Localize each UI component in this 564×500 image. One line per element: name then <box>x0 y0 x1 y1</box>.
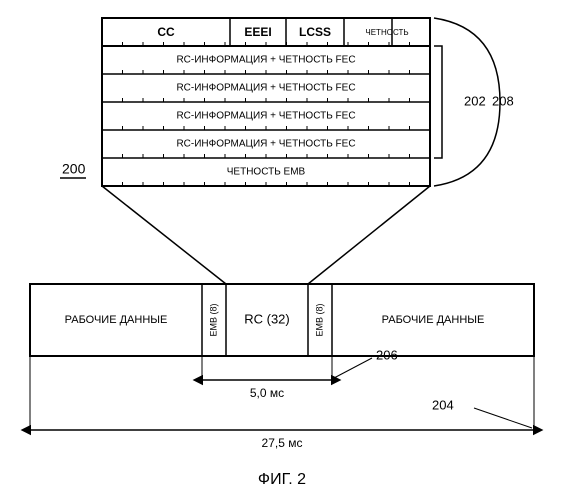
ref-202: 202 <box>464 93 486 108</box>
ref-206: 206 <box>376 347 398 362</box>
header-cc: CC <box>157 25 175 39</box>
top-table: CC EEEI LCSS ЧЕТНОСТЬ RC-ИНФОРМАЦИЯ + ЧЕТНОС… <box>102 18 430 186</box>
ref-204: 204 <box>432 397 454 412</box>
seg-emb-left: EMB (8) <box>208 303 218 336</box>
svg-text:200: 200 <box>62 161 86 177</box>
header-parity: ЧЕТНОСТЬ <box>365 28 408 37</box>
dimension-lines: 5,0 мс 206 27,5 мс 204 <box>30 347 534 450</box>
bottom-strip: РАБОЧИЕ ДАННЫЕ РАБОЧИЕ ДАННЫЕ RC (32) EMB (… <box>30 284 534 356</box>
header-lcss: LCSS <box>299 25 331 39</box>
seg-emb-right: EMB (8) <box>314 303 324 336</box>
ref-200: 200 <box>60 161 86 178</box>
header-eeei: EEEI <box>244 25 271 39</box>
top-row-1: RC-ИНФОРМАЦИЯ + ЧЕТНОСТЬ FEC <box>176 83 355 94</box>
top-row-0: RC-ИНФОРМАЦИЯ + ЧЕТНОСТЬ FEC <box>176 55 355 66</box>
top-brackets: 202 208 <box>434 18 514 186</box>
seg-rc: RC (32) <box>244 311 290 326</box>
figure-label: ФИГ. 2 <box>258 471 306 488</box>
top-row-4: ЧЕТНОСТЬ EMB <box>227 167 306 178</box>
ref-208: 208 <box>492 93 514 108</box>
projection-lines <box>102 186 430 284</box>
dim-outer: 27,5 мс <box>262 436 303 450</box>
seg-right-working: РАБОЧИЕ ДАННЫЕ <box>382 314 485 326</box>
top-row-3: RC-ИНФОРМАЦИЯ + ЧЕТНОСТЬ FEC <box>176 139 355 150</box>
top-row-2: RC-ИНФОРМАЦИЯ + ЧЕТНОСТЬ FEC <box>176 111 355 122</box>
dim-inner: 5,0 мс <box>250 386 284 400</box>
seg-left-working: РАБОЧИЕ ДАННЫЕ <box>65 314 168 326</box>
